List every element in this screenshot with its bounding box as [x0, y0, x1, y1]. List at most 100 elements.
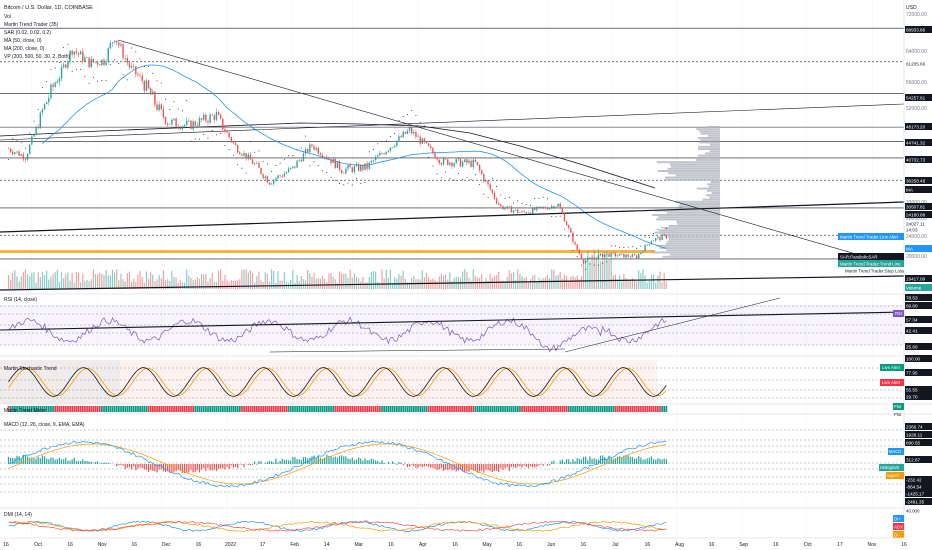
series-tag[interactable]: Martin Trend Trader:Trend Line	[838, 260, 904, 267]
price-tag[interactable]: 30507.81	[905, 203, 932, 210]
time-tick: Jun	[547, 542, 555, 548]
sar-dot	[54, 67, 56, 69]
rsi-title[interactable]: RSI (14, close)	[4, 297, 37, 303]
sar-dot	[109, 64, 111, 66]
stochastic-pane[interactable]	[0, 360, 904, 404]
trend-line-resistance[interactable]	[117, 39, 905, 269]
macd-hist-bar	[33, 458, 35, 464]
vp-bar	[659, 233, 720, 236]
price-tag[interactable]: Volume	[905, 284, 932, 291]
candle-body	[582, 258, 585, 264]
price-tag[interactable]: MA	[905, 186, 932, 193]
macd-hist-bar	[625, 454, 627, 464]
stoch-d-line[interactable]	[8, 367, 667, 397]
indicator-mtt[interactable]: Martin Trend Trader (35)	[4, 22, 59, 28]
price-axis[interactable]: 72000.0064000.0056000.0052000.0032000.00…	[838, 12, 932, 538]
stoch-k-line[interactable]	[8, 367, 667, 397]
dmi-pane[interactable]	[8, 520, 667, 532]
price-tag[interactable]: 14:03	[905, 226, 932, 233]
candle-body	[35, 127, 37, 135]
price-tag[interactable]: 19417.09	[905, 275, 932, 282]
rsi-trendline-3[interactable]	[269, 348, 566, 353]
volume-bar	[449, 271, 451, 289]
meter-cell	[457, 406, 460, 412]
macd-hist-bar	[532, 464, 534, 468]
vp-bar	[669, 253, 720, 256]
rsi-trendline[interactable]	[0, 311, 905, 331]
macd-hist-bar	[487, 464, 489, 471]
volume-bar	[258, 271, 260, 289]
macd-hist-bar	[196, 464, 198, 471]
trend-line-support[interactable]	[0, 201, 905, 233]
macd-title[interactable]: MACD (12, 26, close, 9, EMA, EMA)	[4, 422, 85, 428]
meter-cell	[359, 406, 362, 412]
candle-body	[355, 164, 358, 167]
macd-hist-bar	[610, 458, 612, 464]
meter-cell	[283, 406, 286, 412]
rsi-pane[interactable]	[0, 297, 905, 353]
macd-hist-bar	[523, 464, 525, 466]
candle-body	[215, 112, 218, 120]
indicator-ma50[interactable]: MA (50, close, 0)	[4, 38, 42, 44]
price-tag[interactable]: 24180.88	[905, 211, 932, 218]
macd-hist-bar	[133, 464, 135, 467]
indicator-ma200[interactable]: MA (200, close, 0)	[4, 46, 45, 52]
meter-cell	[168, 406, 171, 412]
ma200-line[interactable]	[0, 122, 656, 189]
series-tag[interactable]: Martin Trend Trader:Line Alert	[838, 233, 904, 240]
macd-pane[interactable]	[0, 429, 904, 493]
candle-body	[453, 163, 455, 167]
dmi-line-1[interactable]	[8, 520, 667, 532]
macd-hist-bar	[315, 458, 317, 464]
volume-bar	[230, 280, 232, 289]
price-tag[interactable]: 36258.48	[905, 177, 932, 184]
indicator-sar[interactable]: SAR (0.02, 0.02, 0.2)	[4, 30, 51, 36]
price-tag[interactable]: 24027.11	[905, 220, 932, 227]
sar-dot	[165, 98, 167, 100]
meter-cell	[105, 406, 108, 412]
macd-hist-bar	[31, 457, 33, 464]
time-tick: Aug	[675, 542, 684, 548]
price-tag[interactable]: 40732.73	[905, 156, 932, 163]
price-tag[interactable]: 68933.86	[905, 26, 932, 33]
meter-cell	[553, 406, 555, 412]
trend-line-upper[interactable]	[0, 103, 905, 141]
indicator-vol[interactable]: Vol	[4, 14, 11, 20]
volume-bar	[633, 279, 636, 289]
meter-title[interactable]: Martin Trend Meter	[4, 408, 47, 414]
series-tag[interactable]: Martin Trend Trader:Stop Loss	[843, 267, 909, 274]
macd-line[interactable]	[8, 440, 667, 488]
series-tag-text: SAR:ParabolicSAR	[840, 255, 878, 260]
price-tag[interactable]: MA	[905, 245, 932, 252]
sar-dot	[288, 155, 290, 157]
stoch-title[interactable]: Martin Stochastic Trend	[4, 366, 57, 372]
rsi-trendline-2[interactable]	[564, 297, 781, 353]
price-tag[interactable]: 54257.81	[905, 94, 932, 101]
meter-cell	[402, 406, 405, 412]
price-tag[interactable]: 48173.20	[905, 123, 932, 130]
candle-body	[336, 161, 339, 169]
trend-meter-pane[interactable]	[7, 406, 668, 412]
series-tag[interactable]: SAR:ParabolicSAR	[838, 253, 904, 260]
sar-dot	[445, 171, 447, 173]
sar-dot	[211, 129, 213, 131]
price-tag[interactable]: 61205.66	[905, 60, 932, 67]
dmi-line-2[interactable]	[8, 520, 667, 532]
trend-line-lower[interactable]	[0, 275, 905, 291]
candle-body	[334, 158, 336, 169]
time-axis[interactable]: 16 Oct 16 Nov 16 Dec 16 2022 17 Feb 14 Mar 16 Apr 16 Ma…	[0, 537, 907, 548]
price-tag[interactable]: 44741.32	[905, 139, 932, 146]
macd-hist-bar	[478, 464, 481, 472]
candle-body	[370, 160, 373, 163]
candle-body	[22, 154, 25, 160]
candle-body	[357, 164, 360, 171]
meter-cell	[419, 406, 422, 412]
indicator-vp[interactable]: VP (200, 500, 50, 30, 2, Both)	[4, 54, 70, 60]
meter-cell	[50, 406, 52, 412]
dmi-title[interactable]: DMI (14, 14)	[4, 512, 32, 518]
price-pane[interactable]	[0, 0, 905, 536]
sar-dot	[271, 171, 273, 173]
volume-bar	[60, 271, 63, 289]
meter-cell	[236, 406, 239, 412]
